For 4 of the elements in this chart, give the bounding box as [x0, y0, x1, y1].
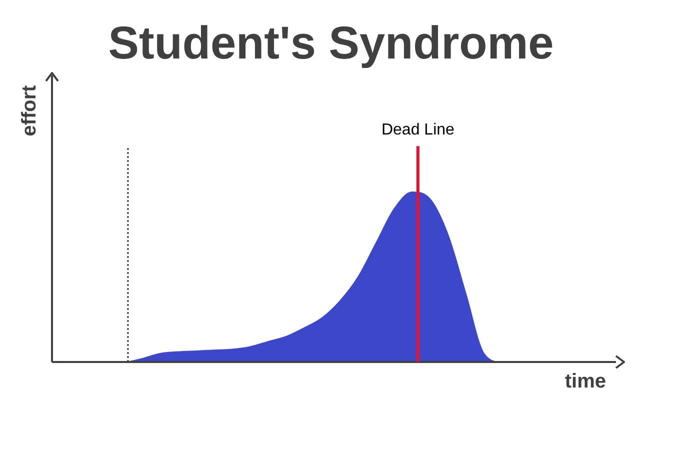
x-axis-title: time [564, 370, 606, 393]
y-axis-title: effort [18, 84, 41, 136]
text: Dead Line [381, 122, 455, 139]
chart-title: Student's Syndrome [108, 16, 554, 68]
